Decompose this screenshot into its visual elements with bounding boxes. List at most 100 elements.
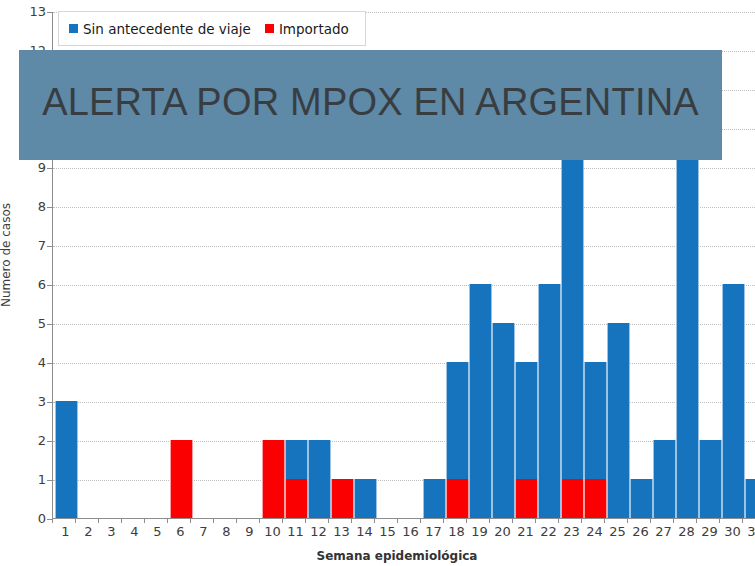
y-tick-mark bbox=[47, 207, 52, 208]
y-tick-mark bbox=[47, 285, 52, 286]
x-tick-label: 2 bbox=[77, 524, 101, 539]
x-tick-mark bbox=[374, 519, 375, 523]
bar-week-18-sin-antecedente bbox=[446, 362, 469, 479]
x-tick-label: 1 bbox=[54, 524, 78, 539]
x-tick-mark bbox=[121, 519, 122, 523]
legend-swatch-red bbox=[265, 24, 274, 33]
bar-week-17-sin-antecedente bbox=[423, 479, 446, 518]
x-tick-label: 29 bbox=[698, 524, 722, 539]
x-tick-label: 14 bbox=[353, 524, 377, 539]
bar-week-25-sin-antecedente bbox=[607, 323, 630, 518]
x-tick-mark bbox=[719, 519, 720, 523]
legend-label: Sin antecedente de viaje bbox=[83, 21, 251, 37]
bar-week-22-sin-antecedente bbox=[538, 284, 561, 518]
x-tick-label: 9 bbox=[238, 524, 262, 539]
bar-week-20-sin-antecedente bbox=[492, 323, 515, 518]
bar-week-31-sin-antecedente bbox=[745, 479, 755, 518]
bar-week-10-importado bbox=[262, 440, 285, 518]
y-tick-mark bbox=[47, 480, 52, 481]
x-axis-title: Semana epidemiológica bbox=[252, 549, 542, 563]
x-tick-label: 17 bbox=[422, 524, 446, 539]
x-tick-mark bbox=[420, 519, 421, 523]
y-tick-label: 13 bbox=[18, 4, 46, 20]
x-tick-label: 24 bbox=[583, 524, 607, 539]
x-tick-mark bbox=[75, 519, 76, 523]
y-tick-label: 9 bbox=[18, 160, 46, 176]
x-tick-label: 30 bbox=[721, 524, 745, 539]
x-tick-mark bbox=[466, 519, 467, 523]
x-tick-mark bbox=[282, 519, 283, 523]
x-tick-mark bbox=[604, 519, 605, 523]
y-tick-mark bbox=[47, 246, 52, 247]
bar-week-14-sin-antecedente bbox=[354, 479, 377, 518]
bar-week-18-importado bbox=[446, 479, 469, 518]
bar-week-6-importado bbox=[170, 440, 193, 518]
x-tick-label: 25 bbox=[606, 524, 630, 539]
x-tick-mark bbox=[259, 519, 260, 523]
grid-line bbox=[53, 402, 755, 403]
x-tick-label: 15 bbox=[376, 524, 400, 539]
y-tick-mark bbox=[47, 441, 52, 442]
bar-week-26-sin-antecedente bbox=[630, 479, 653, 518]
y-tick-mark bbox=[47, 363, 52, 364]
x-tick-mark bbox=[489, 519, 490, 523]
x-tick-mark bbox=[167, 519, 168, 523]
x-tick-mark bbox=[673, 519, 674, 523]
y-tick-label: 7 bbox=[18, 238, 46, 254]
bar-week-11-importado bbox=[285, 479, 308, 518]
x-tick-mark bbox=[650, 519, 651, 523]
x-tick-label: 10 bbox=[261, 524, 285, 539]
x-tick-mark bbox=[696, 519, 697, 523]
x-tick-mark bbox=[443, 519, 444, 523]
y-tick-mark bbox=[47, 402, 52, 403]
bar-week-11-sin-antecedente bbox=[285, 440, 308, 479]
x-tick-mark bbox=[512, 519, 513, 523]
x-tick-label: 8 bbox=[215, 524, 239, 539]
y-tick-label: 2 bbox=[18, 433, 46, 449]
bar-week-12-sin-antecedente bbox=[308, 440, 331, 518]
x-tick-label: 28 bbox=[675, 524, 699, 539]
x-tick-mark bbox=[52, 519, 53, 523]
x-tick-label: 31 bbox=[744, 524, 755, 539]
y-tick-label: 6 bbox=[18, 277, 46, 293]
x-tick-label: 19 bbox=[468, 524, 492, 539]
bar-week-1-sin-antecedente bbox=[55, 401, 78, 518]
alert-banner: ALERTA POR MPOX EN ARGENTINA bbox=[19, 50, 722, 160]
y-axis-title: Numero de casos bbox=[0, 190, 15, 320]
y-tick-mark bbox=[47, 324, 52, 325]
x-tick-mark bbox=[305, 519, 306, 523]
x-tick-label: 18 bbox=[445, 524, 469, 539]
y-tick-label: 0 bbox=[18, 511, 46, 527]
bar-week-24-sin-antecedente bbox=[584, 362, 607, 479]
grid-line bbox=[53, 207, 755, 208]
x-tick-label: 11 bbox=[284, 524, 308, 539]
alert-banner-title: ALERTA POR MPOX EN ARGENTINA bbox=[42, 81, 699, 124]
grid-line bbox=[53, 324, 755, 325]
x-tick-label: 27 bbox=[652, 524, 676, 539]
x-tick-mark bbox=[190, 519, 191, 523]
grid-line bbox=[53, 363, 755, 364]
x-tick-label: 5 bbox=[146, 524, 170, 539]
x-tick-label: 12 bbox=[307, 524, 331, 539]
x-tick-label: 26 bbox=[629, 524, 653, 539]
grid-line bbox=[53, 285, 755, 286]
bar-week-23-importado bbox=[561, 479, 584, 518]
y-tick-label: 1 bbox=[18, 472, 46, 488]
grid-line bbox=[53, 246, 755, 247]
y-tick-label: 4 bbox=[18, 355, 46, 371]
x-tick-label: 16 bbox=[399, 524, 423, 539]
x-tick-mark bbox=[351, 519, 352, 523]
x-tick-label: 22 bbox=[537, 524, 561, 539]
x-tick-mark bbox=[627, 519, 628, 523]
x-tick-label: 7 bbox=[192, 524, 216, 539]
x-tick-mark bbox=[742, 519, 743, 523]
bar-week-19-sin-antecedente bbox=[469, 284, 492, 518]
x-tick-label: 21 bbox=[514, 524, 538, 539]
x-tick-label: 20 bbox=[491, 524, 515, 539]
y-tick-label: 3 bbox=[18, 394, 46, 410]
y-tick-label: 8 bbox=[18, 199, 46, 215]
bar-week-30-sin-antecedente bbox=[722, 284, 745, 518]
x-tick-mark bbox=[581, 519, 582, 523]
x-tick-mark bbox=[535, 519, 536, 523]
x-tick-mark bbox=[236, 519, 237, 523]
